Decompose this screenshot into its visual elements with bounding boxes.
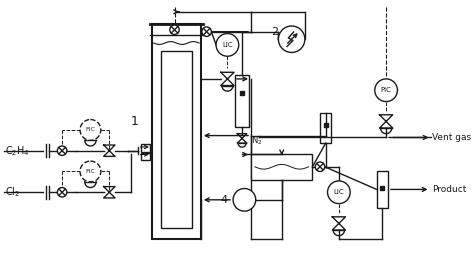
Circle shape <box>375 79 397 102</box>
Bar <box>235 75 249 127</box>
Bar <box>377 171 388 208</box>
Circle shape <box>57 146 67 155</box>
Text: Product: Product <box>432 185 467 194</box>
Circle shape <box>278 26 305 52</box>
Text: C$_2$H$_4$: C$_2$H$_4$ <box>5 144 30 158</box>
Text: LIC: LIC <box>222 42 233 48</box>
Circle shape <box>315 162 325 171</box>
Bar <box>161 51 192 228</box>
Circle shape <box>80 120 101 140</box>
Circle shape <box>233 188 256 211</box>
Circle shape <box>57 188 67 197</box>
Bar <box>251 153 312 180</box>
Bar <box>320 113 331 143</box>
Text: 1: 1 <box>131 115 139 127</box>
Circle shape <box>80 161 101 182</box>
Bar <box>140 153 150 160</box>
Text: LIC: LIC <box>334 189 344 195</box>
Text: FIC: FIC <box>85 169 95 174</box>
Bar <box>152 24 201 240</box>
Text: Vent gas: Vent gas <box>432 133 472 142</box>
Text: FIC: FIC <box>85 127 95 132</box>
Circle shape <box>328 181 350 204</box>
Text: 3: 3 <box>317 162 324 172</box>
Circle shape <box>202 27 211 36</box>
Text: N$_2$: N$_2$ <box>251 134 263 146</box>
Circle shape <box>170 25 179 34</box>
Text: Cl$_2$: Cl$_2$ <box>5 185 20 199</box>
Bar <box>140 144 150 152</box>
Text: 2: 2 <box>271 27 278 37</box>
Circle shape <box>216 34 239 56</box>
Text: PIC: PIC <box>381 87 392 93</box>
Text: 4: 4 <box>220 195 227 205</box>
